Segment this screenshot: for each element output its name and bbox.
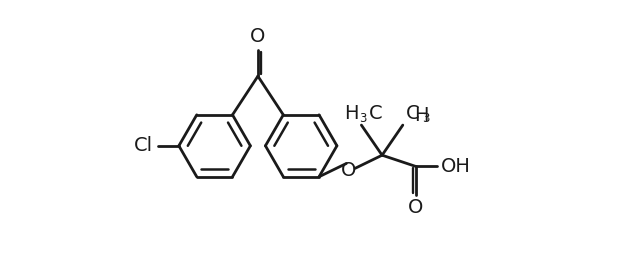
Text: H: H — [344, 104, 358, 123]
Text: OH: OH — [440, 157, 470, 176]
Text: C: C — [369, 104, 383, 123]
Text: H: H — [414, 106, 429, 125]
Text: C: C — [406, 104, 419, 123]
Text: O: O — [250, 27, 266, 46]
Text: O: O — [340, 161, 356, 180]
Text: O: O — [408, 199, 424, 217]
Text: 3: 3 — [359, 112, 367, 125]
Text: Cl: Cl — [133, 136, 152, 155]
Text: 3: 3 — [422, 112, 429, 125]
